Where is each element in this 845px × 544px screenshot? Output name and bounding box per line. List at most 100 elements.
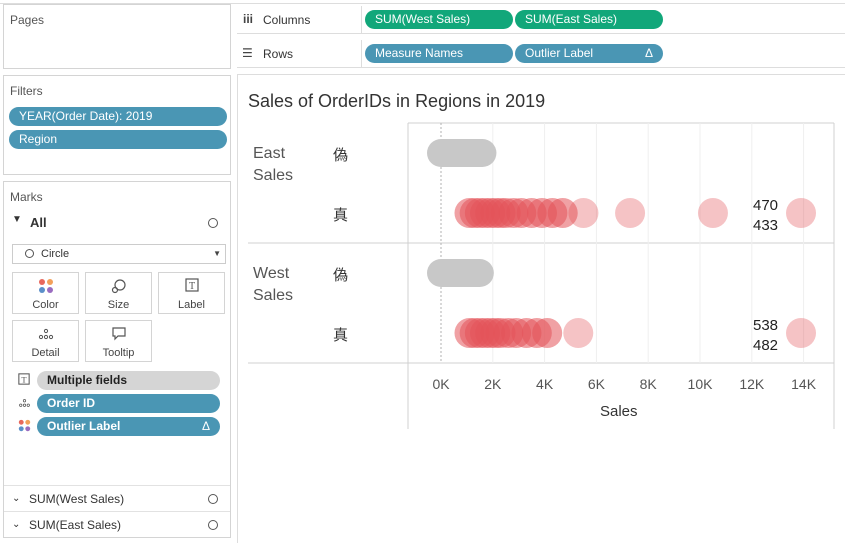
marks-measure-west-label: SUM(West Sales) [29,492,125,506]
label-icon: T [159,278,224,298]
rows-icon: ☰ [242,46,253,60]
outlier-point [547,198,578,228]
row-header-east-true: 真 [333,207,349,224]
marks-measure-east-circle-icon [208,520,218,530]
x-tick-label: 4K [536,376,554,392]
marks-all-chevron-icon: ▼ [12,214,22,225]
size-card[interactable]: Size [85,272,152,314]
row-header-east-false: 偽 [333,147,349,164]
pane-measure-label-east: East Sales [253,145,294,184]
label-card-label: Label [178,299,205,311]
outlier-point [786,318,817,348]
x-tick-label: 2K [484,376,502,392]
point-data-label: 470 [753,197,778,214]
top-ruler [0,0,845,4]
columns-icon: iii [243,12,254,26]
outlier-point [615,198,646,228]
pane-measure-label-west: West Sales [253,265,294,304]
columns-shelf-divider [361,6,362,34]
field-pill-multiple-fields[interactable]: Multiple fields [37,371,220,390]
view-area: Sales of OrderIDs in Regions in 2019 Eas… [237,74,845,543]
color-icon [13,278,78,298]
marks-title: Marks [10,190,43,204]
marks-panel: Marks ▼ All Circle ▼ Color Size T Label … [3,181,231,538]
field-pill-order-id-label: Order ID [47,396,96,410]
column-pill-west-sales[interactable]: SUM(West Sales) [365,10,513,29]
x-axis-title: Sales [600,403,638,420]
size-card-label: Size [107,299,130,311]
filter-pill-year[interactable]: YEAR(Order Date): 2019 [9,107,227,126]
marks-all-circle-icon [208,218,218,228]
x-tick-label: 6K [588,376,606,392]
filters-title: Filters [10,84,43,98]
row-header-west-false: 偽 [333,267,349,284]
calculation-delta-icon: Δ [644,46,653,60]
row-pill-outlier-label-text: Outlier Label [525,46,594,60]
x-tick-label: 12K [739,376,765,392]
point-data-label: 538 [753,317,778,334]
color-card[interactable]: Color [12,272,79,314]
column-pill-west-sales-label: SUM(West Sales) [375,12,471,26]
outlier-point [532,318,563,348]
calculation-delta-icon: Δ [201,419,210,433]
marks-all-row[interactable]: ▼ All [4,212,230,234]
pages-panel[interactable]: Pages [3,4,231,69]
dropdown-arrow-icon: ▼ [213,249,221,258]
outlier-point [786,198,817,228]
rows-shelf-divider [361,40,362,68]
x-tick-label: 10K [688,376,714,392]
row-header-west-true: 真 [333,327,349,344]
non-outlier-mark [427,139,497,167]
non-outlier-mark [427,259,494,287]
point-data-label: 482 [753,337,778,354]
size-icon [86,278,151,298]
filter-pill-year-label: YEAR(Order Date): 2019 [19,109,153,123]
tooltip-card-label: Tooltip [102,347,135,359]
rows-shelf-label: Rows [263,47,294,61]
chevron-down-icon: ⌄ [12,493,21,504]
field-pill-outlier-label-text: Outlier Label [47,419,121,433]
field-pill-order-id[interactable]: Order ID [37,394,220,413]
svg-text:T: T [21,374,27,384]
mark-type-dropdown[interactable]: Circle ▼ [12,244,226,264]
filter-pill-region[interactable]: Region [9,130,227,149]
label-card[interactable]: T Label [158,272,225,314]
mark-type-circle-icon [25,249,34,258]
filters-panel: Filters YEAR(Order Date): 2019 Region [3,75,231,175]
marks-measure-east-label: SUM(East Sales) [29,518,122,532]
detail-card-label: Detail [31,347,60,359]
rows-shelf[interactable]: ☰ Rows Measure Names Outlier Label Δ [237,40,845,68]
tooltip-card[interactable]: Tooltip [85,320,152,362]
pages-title: Pages [10,13,45,27]
detail-icon [18,396,31,414]
chart-title: Sales of OrderIDs in Regions in 2019 [248,91,546,111]
outlier-point [563,318,594,348]
column-pill-east-sales-label: SUM(East Sales) [525,12,618,26]
label-icon: T [18,372,30,390]
columns-shelf-label: Columns [263,13,311,27]
tooltip-icon [86,326,151,346]
marks-measure-west-circle-icon [208,494,218,504]
marks-all-label: All [30,215,47,230]
column-pill-east-sales[interactable]: SUM(East Sales) [515,10,663,29]
marks-measure-row-east[interactable]: ⌄ SUM(East Sales) [4,511,230,537]
x-tick-label: 14K [791,376,817,392]
field-pill-outlier-label[interactable]: Outlier Label Δ [37,417,220,436]
filter-pill-region-label: Region [19,132,58,146]
outlier-point [568,198,599,228]
detail-card[interactable]: Detail [12,320,79,362]
row-pill-measure-names[interactable]: Measure Names [365,44,513,63]
row-pill-outlier-label[interactable]: Outlier Label Δ [515,44,663,63]
point-data-label: 433 [753,217,778,234]
color-card-label: Color [32,299,59,311]
marks-measure-row-west[interactable]: ⌄ SUM(West Sales) [4,485,230,511]
x-tick-label: 0K [432,376,450,392]
x-tick-label: 8K [640,376,658,392]
color-icon [18,419,31,437]
outlier-point [697,198,728,228]
field-pill-multiple-fields-label: Multiple fields [47,373,128,387]
mark-type-label: Circle [41,248,70,260]
columns-shelf[interactable]: iii Columns SUM(West Sales) SUM(East Sal… [237,6,845,34]
detail-icon [13,326,78,346]
scatter-plot[interactable]: 0K 2K 4K 6K 8K 10K 12K 14K 470 433 538 482 [238,75,845,544]
